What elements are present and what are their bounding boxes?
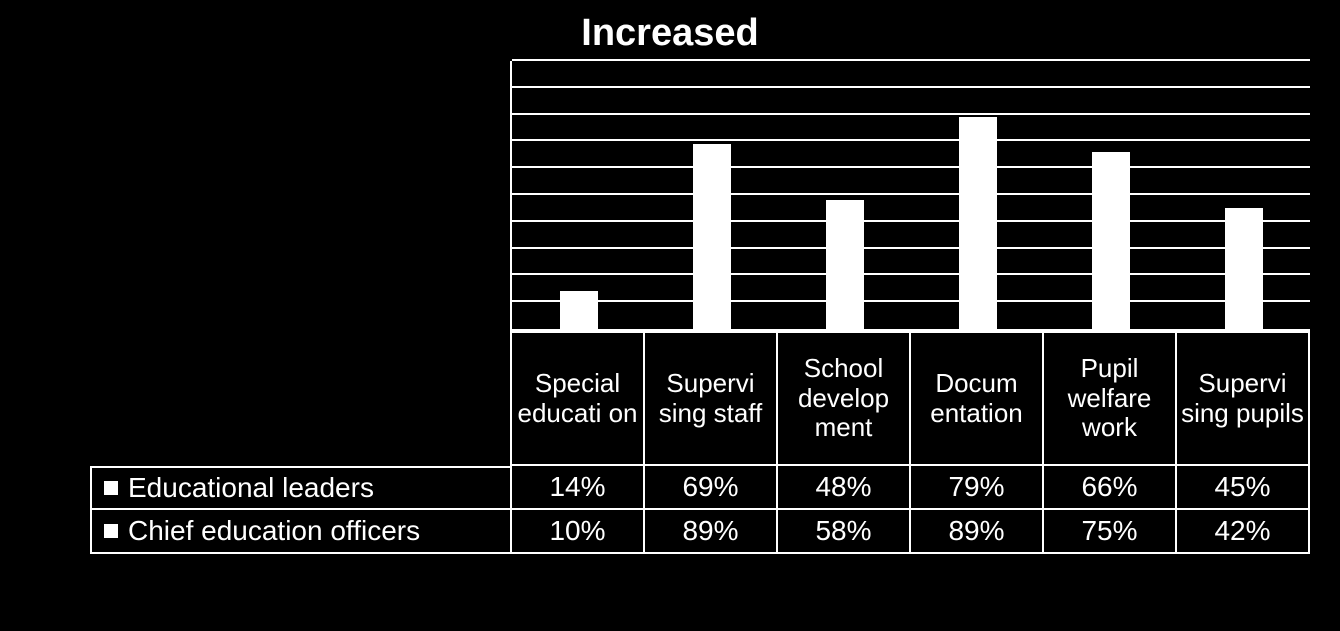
data-cell: 69% [645, 466, 778, 510]
data-row-series-0: 14%69%48%79%66%45% [510, 466, 1310, 510]
data-cell: 48% [778, 466, 911, 510]
legend-marker-icon [104, 524, 118, 538]
bar-group [512, 61, 645, 329]
data-row-series-1: 10%89%58%89%75%42% [510, 510, 1310, 554]
category-header-row: Special educati onSupervi sing staffScho… [510, 331, 1310, 466]
category-label: Pupil welfare work [1044, 331, 1177, 466]
data-cell: 89% [645, 510, 778, 554]
category-label: Supervi sing staff [645, 331, 778, 466]
legend-label: Chief education officers [128, 515, 420, 547]
data-cell: 10% [510, 510, 645, 554]
data-cell: 79% [911, 466, 1044, 510]
bar [959, 117, 997, 329]
gridline [512, 113, 1310, 115]
bar [560, 291, 598, 329]
category-label: Docum entation [911, 331, 1044, 466]
bar-group [645, 61, 778, 329]
legend-row-series-1: Chief education officers [90, 510, 510, 554]
data-cell: 42% [1177, 510, 1310, 554]
bar-group [911, 61, 1044, 329]
gridline [512, 247, 1310, 249]
gridline [512, 166, 1310, 168]
legend-marker-icon [104, 481, 118, 495]
bar-group [778, 61, 911, 329]
category-label: School develop ment [778, 331, 911, 466]
data-cell: 45% [1177, 466, 1310, 510]
legend-row-series-0: Educational leaders [90, 466, 510, 510]
gridline [512, 300, 1310, 302]
gridline [512, 220, 1310, 222]
bar [1092, 152, 1130, 329]
data-cell: 14% [510, 466, 645, 510]
data-cell: 66% [1044, 466, 1177, 510]
gridline [512, 273, 1310, 275]
legend-label: Educational leaders [128, 472, 374, 504]
category-label: Special educati on [510, 331, 645, 466]
bar-group [1177, 61, 1310, 329]
gridline [512, 193, 1310, 195]
legend-left-spacer [90, 61, 510, 466]
data-cell: 75% [1044, 510, 1177, 554]
data-cell: 58% [778, 510, 911, 554]
chart-bars-layer [512, 61, 1310, 329]
bar-group [1044, 61, 1177, 329]
gridline [512, 139, 1310, 141]
chart-main: Educational leaders Chief education offi… [90, 61, 1310, 554]
chart-right-column: Special educati onSupervi sing staffScho… [510, 61, 1310, 554]
chart-title: Increased [0, 12, 1340, 55]
category-label: Supervi sing pupils [1177, 331, 1310, 466]
bar [1225, 208, 1263, 329]
gridline [512, 86, 1310, 88]
legend-left-column: Educational leaders Chief education offi… [90, 61, 510, 554]
chart-page: Increased Educational leaders Chief educ… [0, 0, 1340, 631]
data-cell: 89% [911, 510, 1044, 554]
chart-plot-area [510, 61, 1310, 331]
gridline [512, 59, 1310, 61]
